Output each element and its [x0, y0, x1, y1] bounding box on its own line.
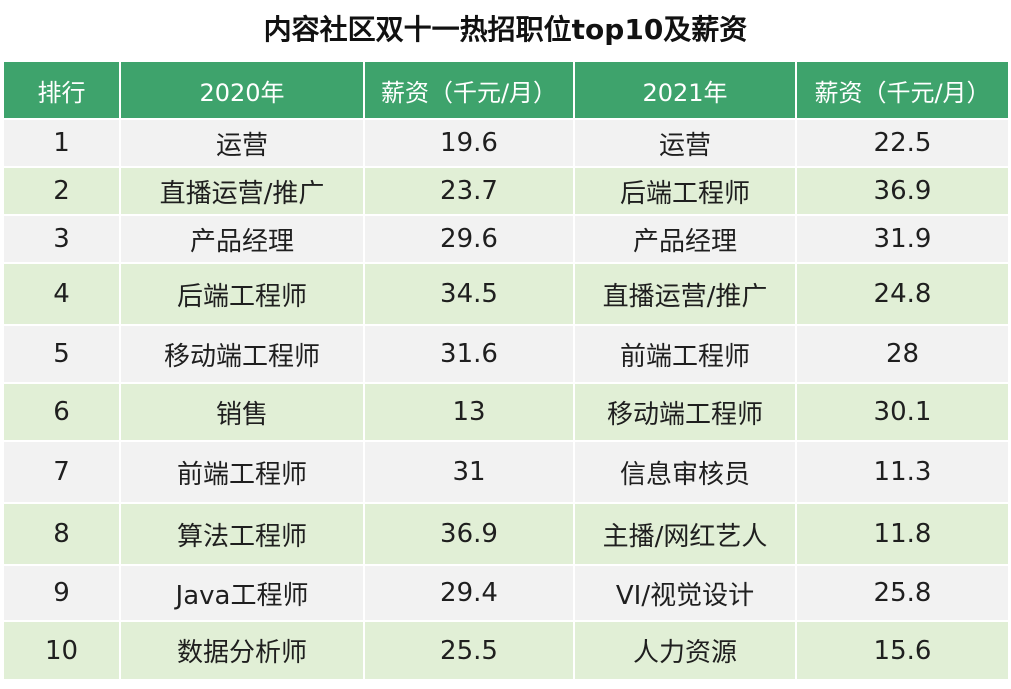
- cell-job-2021: 移动端工程师: [574, 382, 797, 441]
- cell-job-2020: 产品经理: [120, 214, 365, 263]
- cell-job-2021: VI/视觉设计: [574, 564, 797, 621]
- cell-salary-2021: 24.8: [796, 262, 1008, 325]
- cell-job-2020: 移动端工程师: [120, 324, 365, 383]
- cell-rank: 3: [4, 214, 121, 263]
- cell-salary-2021: 31.9: [796, 214, 1008, 263]
- cell-job-2020: Java工程师: [120, 564, 365, 621]
- cell-rank: 8: [4, 502, 121, 565]
- table-row: 1 运营 19.6 运营 22.5: [4, 118, 1008, 167]
- cell-job-2021: 直播运营/推广: [574, 262, 797, 325]
- cell-salary-2021: 25.8: [796, 564, 1008, 621]
- table-row: 5 移动端工程师 31.6 前端工程师 28: [4, 324, 1008, 383]
- table-body: 1 运营 19.6 运营 22.5 2 直播运营/推广 23.7 后端工程师 36.9 3 产品经理 2…: [4, 118, 1008, 679]
- cell-rank: 2: [4, 166, 121, 215]
- header-salary-2021: 薪资（千元/月）: [796, 62, 1008, 119]
- salary-table: 排行 2020年 薪资（千元/月） 2021年 薪资（千元/月） 1 运营 19.6…: [4, 62, 1008, 679]
- cell-salary-2020: 13: [364, 382, 575, 441]
- header-2020: 2020年: [120, 62, 365, 119]
- cell-job-2020: 算法工程师: [120, 502, 365, 565]
- table-row: 9 Java工程师 29.4 VI/视觉设计 25.8: [4, 564, 1008, 621]
- cell-salary-2021: 36.9: [796, 166, 1008, 215]
- header-2021: 2021年: [574, 62, 797, 119]
- cell-job-2021: 运营: [574, 118, 797, 167]
- cell-salary-2020: 19.6: [364, 118, 575, 167]
- cell-rank: 5: [4, 324, 121, 383]
- cell-job-2020: 销售: [120, 382, 365, 441]
- cell-salary-2021: 30.1: [796, 382, 1008, 441]
- header-salary-2020: 薪资（千元/月）: [364, 62, 575, 119]
- cell-job-2021: 前端工程师: [574, 324, 797, 383]
- table-row: 7 前端工程师 31 信息审核员 11.3: [4, 440, 1008, 503]
- cell-rank: 7: [4, 440, 121, 503]
- cell-salary-2020: 36.9: [364, 502, 575, 565]
- table-row: 2 直播运营/推广 23.7 后端工程师 36.9: [4, 166, 1008, 215]
- cell-salary-2020: 31: [364, 440, 575, 503]
- cell-job-2021: 主播/网红艺人: [574, 502, 797, 565]
- cell-rank: 10: [4, 620, 121, 679]
- cell-job-2021: 人力资源: [574, 620, 797, 679]
- cell-salary-2020: 29.6: [364, 214, 575, 263]
- cell-salary-2020: 34.5: [364, 262, 575, 325]
- cell-job-2021: 信息审核员: [574, 440, 797, 503]
- cell-salary-2021: 11.8: [796, 502, 1008, 565]
- header-rank: 排行: [4, 62, 121, 119]
- table-row: 6 销售 13 移动端工程师 30.1: [4, 382, 1008, 441]
- table-header-row: 排行 2020年 薪资（千元/月） 2021年 薪资（千元/月）: [4, 62, 1008, 119]
- cell-job-2021: 后端工程师: [574, 166, 797, 215]
- cell-job-2020: 后端工程师: [120, 262, 365, 325]
- chart-title: 内容社区双十一热招职位top10及薪资: [263, 13, 748, 46]
- cell-rank: 1: [4, 118, 121, 167]
- cell-salary-2020: 23.7: [364, 166, 575, 215]
- cell-salary-2021: 22.5: [796, 118, 1008, 167]
- cell-rank: 6: [4, 382, 121, 441]
- cell-job-2020: 运营: [120, 118, 365, 167]
- cell-salary-2021: 11.3: [796, 440, 1008, 503]
- cell-job-2021: 产品经理: [574, 214, 797, 263]
- cell-rank: 4: [4, 262, 121, 325]
- cell-job-2020: 前端工程师: [120, 440, 365, 503]
- table-row: 4 后端工程师 34.5 直播运营/推广 24.8: [4, 262, 1008, 325]
- cell-salary-2021: 15.6: [796, 620, 1008, 679]
- cell-rank: 9: [4, 564, 121, 621]
- cell-salary-2020: 29.4: [364, 564, 575, 621]
- cell-job-2020: 数据分析师: [120, 620, 365, 679]
- cell-salary-2020: 25.5: [364, 620, 575, 679]
- cell-salary-2021: 28: [796, 324, 1008, 383]
- table-row: 3 产品经理 29.6 产品经理 31.9: [4, 214, 1008, 263]
- cell-job-2020: 直播运营/推广: [120, 166, 365, 215]
- cell-salary-2020: 31.6: [364, 324, 575, 383]
- table-row: 10 数据分析师 25.5 人力资源 15.6: [4, 620, 1008, 679]
- table-row: 8 算法工程师 36.9 主播/网红艺人 11.8: [4, 502, 1008, 565]
